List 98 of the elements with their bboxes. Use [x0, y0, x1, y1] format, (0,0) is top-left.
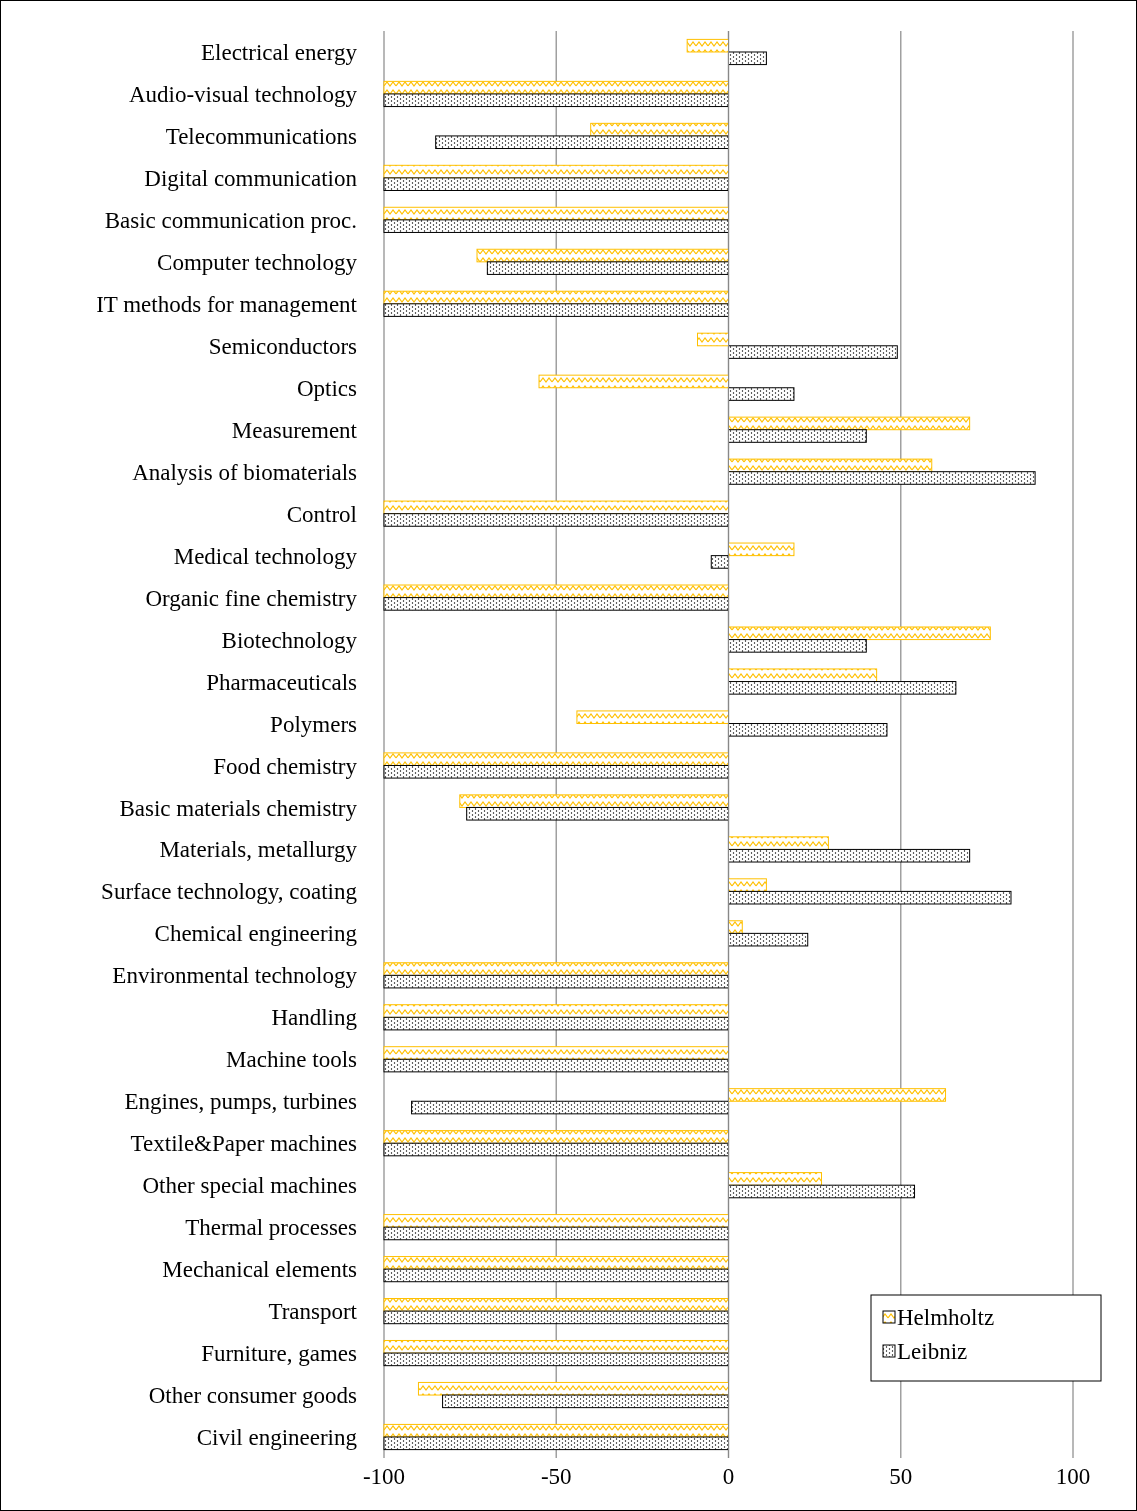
- y-tick-label: Basic communication proc.: [104, 207, 357, 233]
- y-tick-label: Surface technology, coating: [101, 879, 358, 905]
- bar: [486, 261, 729, 275]
- bar: [383, 1016, 729, 1031]
- bar: [383, 1214, 729, 1228]
- bar: [728, 542, 795, 557]
- bar: [728, 681, 957, 695]
- y-tick-label: Furniture, games: [201, 1341, 358, 1367]
- bar: [728, 1172, 823, 1186]
- y-tick-label: Organic fine chemistry: [145, 585, 358, 611]
- y-tick-label: Chemical engineering: [154, 921, 358, 947]
- bar: [383, 1142, 729, 1157]
- bar: [728, 429, 867, 443]
- x-tick-label: 100: [1055, 1464, 1091, 1489]
- bar: [383, 93, 729, 108]
- bar: [383, 1352, 729, 1367]
- bar: [728, 878, 767, 892]
- y-tick-label: Environmental technology: [112, 963, 358, 989]
- bar: [728, 387, 795, 401]
- y-tick-label: Textile&Paper machines: [130, 1131, 358, 1157]
- y-tick-label: Food chemistry: [213, 753, 358, 779]
- bar: [728, 51, 767, 66]
- bar: [383, 752, 729, 766]
- bar: [686, 38, 729, 53]
- y-tick-label: Mechanical elements: [162, 1257, 358, 1283]
- legend-label: Helmholtz: [897, 1305, 995, 1331]
- bar: [466, 806, 729, 821]
- y-tick-label: Machine tools: [226, 1047, 358, 1073]
- bar: [383, 177, 729, 191]
- y-tick-label: Handling: [271, 1005, 358, 1031]
- y-tick-label: Basic materials chemistry: [119, 795, 358, 821]
- bar: [728, 458, 933, 473]
- bar: [728, 668, 878, 683]
- bar: [383, 500, 729, 515]
- x-tick-label: 50: [889, 1464, 913, 1489]
- y-tick-label: Civil engineering: [196, 1425, 358, 1451]
- y-tick-label: Digital communication: [144, 165, 358, 191]
- y-tick-label: Audio-visual technology: [128, 82, 358, 108]
- y-tick-label: Analysis of biomaterials: [132, 459, 358, 485]
- bar: [459, 794, 729, 808]
- y-tick-label: Control: [286, 501, 357, 527]
- bar: [728, 848, 971, 863]
- bar: [728, 345, 898, 359]
- bar: [728, 626, 991, 641]
- y-tick-label: Other consumer goods: [148, 1383, 358, 1409]
- bar: [728, 1088, 947, 1102]
- bar: [576, 710, 729, 725]
- y-tick-label: Thermal processes: [185, 1215, 358, 1241]
- bar: [728, 836, 829, 850]
- x-tick-label: -50: [540, 1464, 572, 1489]
- y-tick-label: Measurement: [231, 417, 358, 443]
- y-tick-label: Semiconductors: [208, 333, 358, 359]
- y-tick-label: Transport: [268, 1299, 358, 1325]
- y-tick-label: Electrical energy: [200, 40, 358, 66]
- bar: [383, 1436, 729, 1451]
- y-tick-label: Polymers: [270, 711, 358, 737]
- bar: [383, 1058, 729, 1073]
- y-tick-label: Other special machines: [142, 1173, 358, 1199]
- x-tick-label: 0: [722, 1464, 735, 1489]
- bar: [435, 135, 729, 150]
- bar: [728, 723, 888, 737]
- bar: [538, 374, 729, 389]
- bar: [728, 920, 743, 934]
- bar: [383, 303, 729, 317]
- bar: [383, 1004, 729, 1018]
- bar: [728, 932, 809, 947]
- bar: [383, 1130, 729, 1144]
- y-tick-label: Engines, pumps, turbines: [124, 1089, 358, 1115]
- bar: [728, 471, 1036, 485]
- bar: [728, 639, 867, 653]
- y-tick-label: Biotechnology: [221, 627, 358, 653]
- bar: [383, 962, 729, 976]
- y-tick-label: Pharmaceuticals: [206, 669, 358, 695]
- legend-label: Leibniz: [897, 1339, 968, 1365]
- bar: [383, 513, 729, 527]
- bar: [383, 597, 729, 611]
- bar: [710, 555, 729, 569]
- bar: [697, 332, 729, 347]
- y-tick-label: IT methods for management: [96, 291, 358, 317]
- y-tick-label: Optics: [296, 375, 358, 401]
- y-tick-label: Computer technology: [157, 249, 358, 275]
- y-tick-label: Telecommunications: [165, 123, 358, 149]
- bar: [383, 1226, 729, 1241]
- y-tick-label: Medical technology: [173, 543, 358, 569]
- bar: [383, 584, 729, 599]
- bar: [383, 1310, 729, 1325]
- x-tick-label: -100: [362, 1464, 406, 1489]
- bar: [411, 1100, 729, 1115]
- bar: [728, 1184, 916, 1199]
- bar: [728, 890, 1012, 905]
- y-tick-label: Materials, metallurgy: [159, 837, 358, 863]
- bar: [442, 1394, 729, 1409]
- bar: [728, 416, 971, 431]
- bar: [383, 1268, 729, 1283]
- bar: [383, 219, 729, 233]
- bar: [383, 764, 729, 779]
- bar: [383, 974, 729, 989]
- bar: [383, 1046, 729, 1060]
